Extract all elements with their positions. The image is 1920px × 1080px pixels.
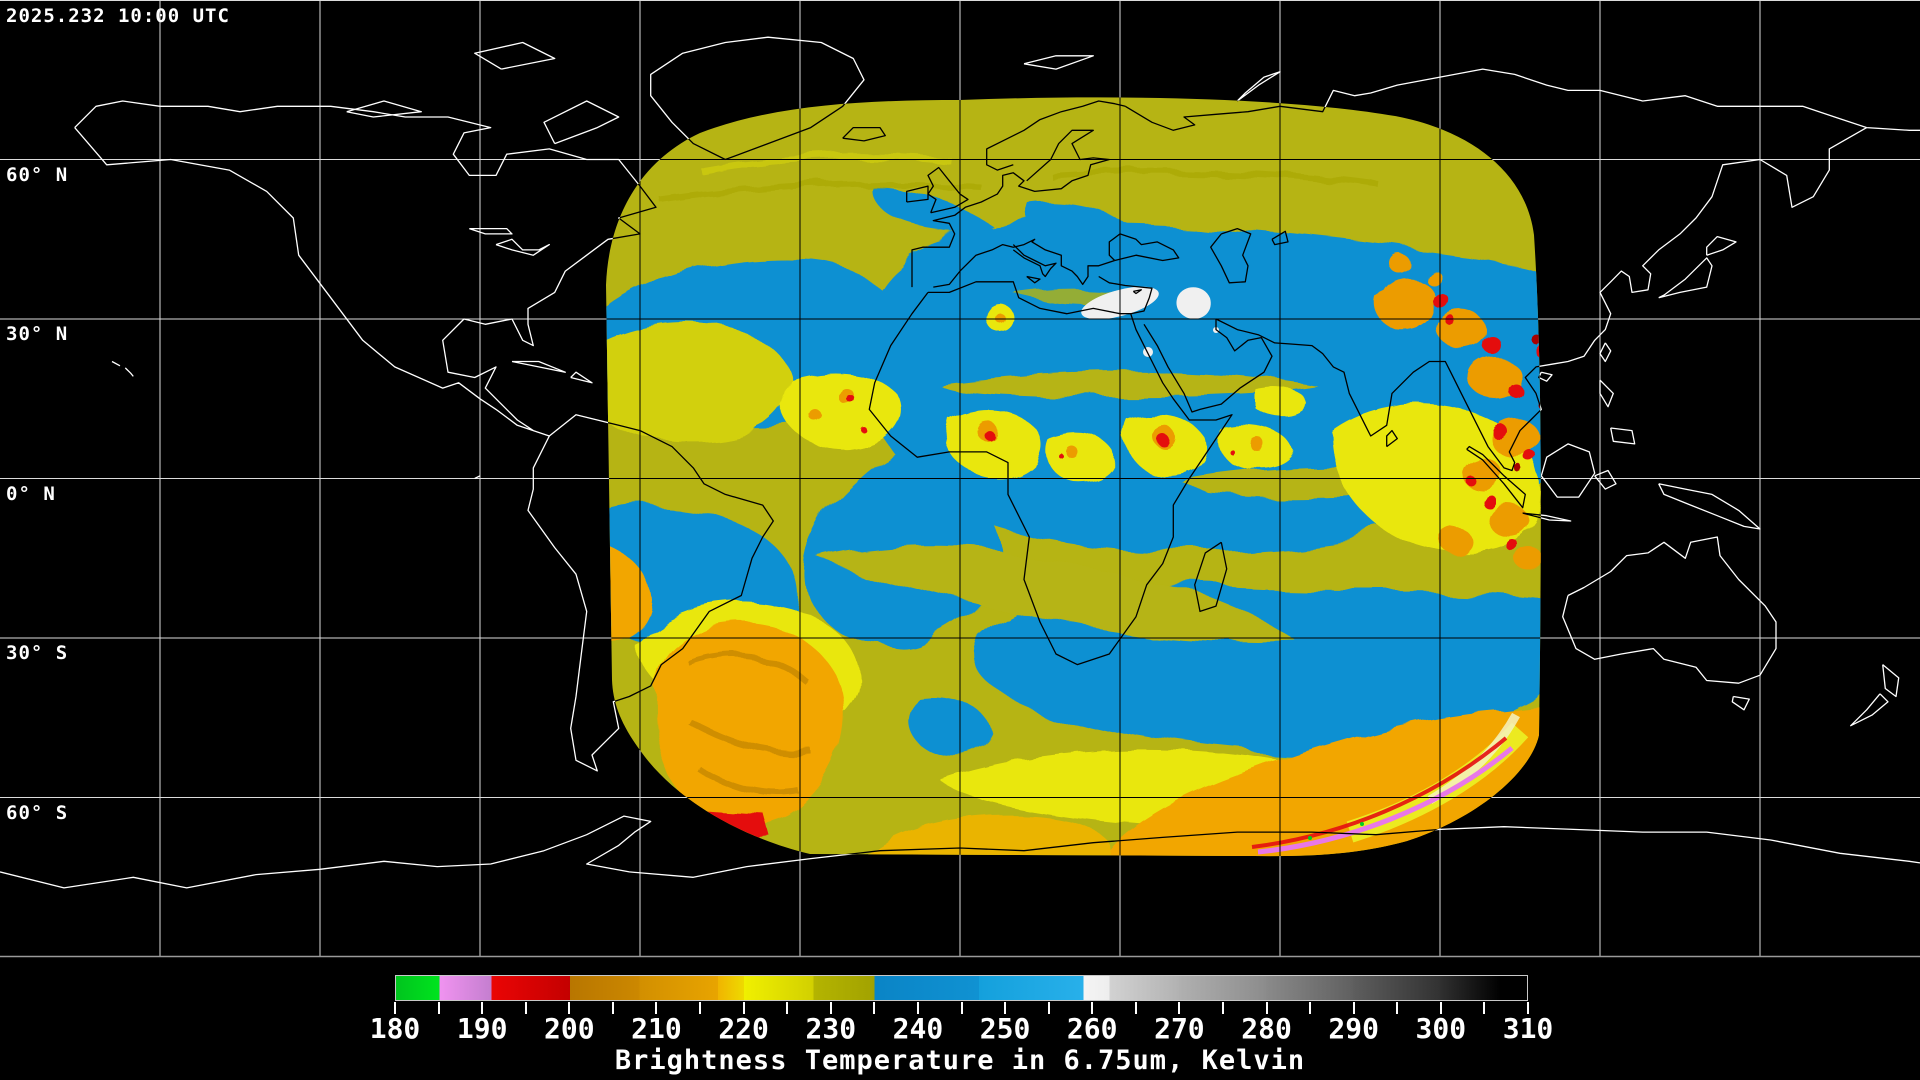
- colorbar-tick-label: 260: [1066, 1012, 1118, 1045]
- coastlines-in-swath: [606, 97, 1541, 857]
- colorbar-tick: [1134, 1002, 1137, 1014]
- colorbar-tick: [960, 1002, 963, 1014]
- colorbar-tick-label: 220: [718, 1012, 769, 1045]
- data-swath: [606, 97, 1541, 857]
- colorbar-tick-label: 230: [805, 1012, 857, 1045]
- colorbar-tick-label: 210: [631, 1012, 682, 1045]
- colorbar-tick-label: 180: [369, 1012, 421, 1045]
- colorbar-tick: [394, 1002, 396, 1014]
- colorbar-tick: [786, 1002, 789, 1014]
- colorbar-tick: [655, 1002, 658, 1014]
- colorbar-tick-label: 310: [1502, 1012, 1554, 1045]
- colorbar-tick: [873, 1002, 876, 1014]
- latitude-label: 30° N: [6, 323, 69, 345]
- swath-goldenrod-streaks: [686, 653, 813, 797]
- colorbar-tick: [1439, 1002, 1442, 1014]
- colorbar-tick: [1178, 1002, 1181, 1014]
- swath-north-texture: [659, 152, 1381, 203]
- colorbar-tick: [611, 1002, 614, 1014]
- colorbar-tick-label: 290: [1328, 1012, 1379, 1045]
- colorbar-tick: [1091, 1002, 1094, 1014]
- colorbar-tick: [437, 1002, 440, 1014]
- colorbar-tick-label: 250: [979, 1012, 1031, 1045]
- colorbar-tick: [699, 1002, 702, 1014]
- colorbar-tick: [1221, 1002, 1224, 1014]
- timestamp: 2025.232 10:00 UTC: [6, 5, 230, 27]
- colorbar-tick: [1309, 1002, 1312, 1014]
- colorbar-tick: [742, 1002, 745, 1014]
- colorbar-caption: Brightness Temperature in 6.75um, Kelvin: [614, 1045, 1306, 1076]
- latitude-label: 30° S: [6, 642, 69, 664]
- colorbar-tick-label: 240: [892, 1012, 944, 1045]
- colorbar-tick-label: 300: [1415, 1012, 1467, 1045]
- colorbar-tick: [1396, 1002, 1399, 1014]
- colorbar-tick: [568, 1002, 571, 1014]
- colorbar-tick: [1352, 1002, 1355, 1014]
- colorbar-tick: [916, 1002, 919, 1014]
- colorbar-tick-label: 280: [1241, 1012, 1292, 1045]
- swath-red-cores: [702, 292, 1541, 840]
- colorbar-tick: [1265, 1002, 1268, 1014]
- colorbar-tick-label: 270: [1154, 1012, 1205, 1045]
- colorbar: [395, 975, 1528, 1001]
- colorbar-tick: [1047, 1002, 1050, 1014]
- colorbar-tick: [1483, 1002, 1486, 1014]
- swath-limb-arcs: [1251, 712, 1529, 855]
- latitude-label: 60° N: [6, 163, 69, 186]
- colorbar-tick: [524, 1002, 527, 1014]
- colorbar-tick: [481, 1002, 484, 1014]
- colorbar-tick: [1004, 1002, 1007, 1014]
- latitude-label: 60° S: [6, 801, 69, 824]
- colorbar-tick: [1527, 1002, 1529, 1014]
- colorbar-tick-label: 200: [544, 1012, 595, 1045]
- colorbar-tick-label: 190: [456, 1012, 508, 1045]
- latitude-label: 0° N: [6, 482, 56, 505]
- colorbar-tick: [829, 1002, 832, 1014]
